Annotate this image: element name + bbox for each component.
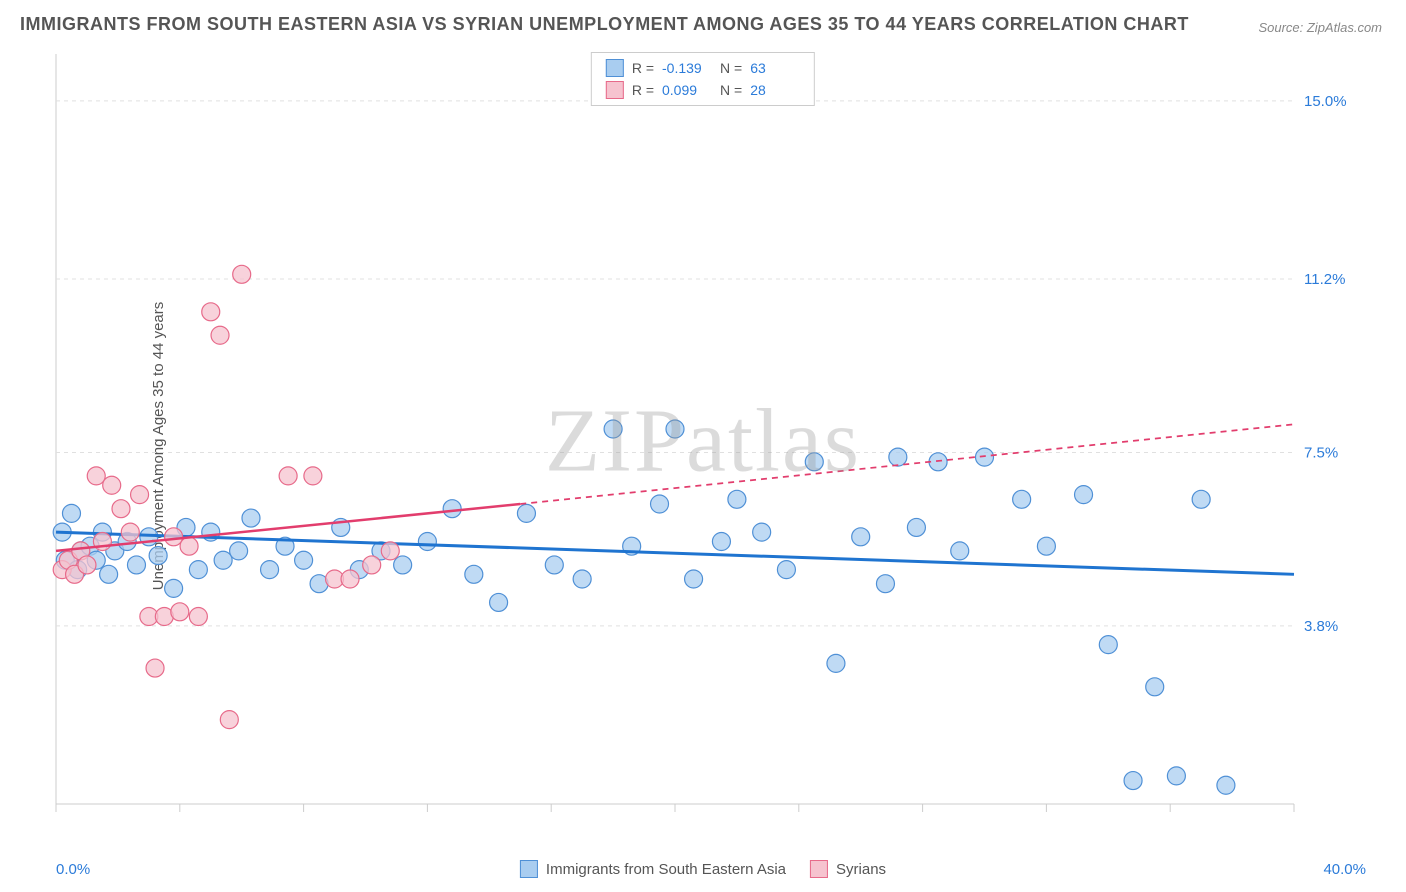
data-point bbox=[171, 603, 189, 621]
legend-label: Immigrants from South Eastern Asia bbox=[546, 861, 786, 878]
data-point bbox=[517, 504, 535, 522]
data-point bbox=[131, 486, 149, 504]
trend-line-extrapolated bbox=[520, 424, 1294, 504]
data-point bbox=[951, 542, 969, 560]
data-point bbox=[1192, 490, 1210, 508]
data-point bbox=[418, 533, 436, 551]
r-label: R = bbox=[632, 60, 654, 76]
data-point bbox=[1124, 772, 1142, 790]
data-point bbox=[261, 561, 279, 579]
scatter-plot: 3.8% 7.5% 11.2% 15.0% bbox=[50, 48, 1350, 828]
data-point bbox=[233, 265, 251, 283]
data-point bbox=[465, 565, 483, 583]
data-point bbox=[889, 448, 907, 466]
legend-item: Immigrants from South Eastern Asia bbox=[520, 860, 786, 878]
n-label: N = bbox=[720, 82, 742, 98]
data-point bbox=[753, 523, 771, 541]
data-point bbox=[100, 565, 118, 583]
data-point bbox=[712, 533, 730, 551]
legend-label: Syrians bbox=[836, 861, 886, 878]
data-point bbox=[220, 711, 238, 729]
r-label: R = bbox=[632, 82, 654, 98]
y-tick-label: 7.5% bbox=[1304, 444, 1338, 461]
data-point bbox=[394, 556, 412, 574]
data-point bbox=[279, 467, 297, 485]
data-point bbox=[777, 561, 795, 579]
data-point bbox=[443, 500, 461, 518]
data-point bbox=[907, 518, 925, 536]
source-attribution: Source: ZipAtlas.com bbox=[1258, 20, 1382, 35]
n-label: N = bbox=[720, 60, 742, 76]
legend-swatch bbox=[606, 81, 624, 99]
data-point bbox=[728, 490, 746, 508]
legend-swatch bbox=[810, 860, 828, 878]
data-point bbox=[666, 420, 684, 438]
data-point bbox=[180, 537, 198, 555]
data-point bbox=[1099, 636, 1117, 654]
data-point bbox=[490, 593, 508, 611]
data-point bbox=[1075, 486, 1093, 504]
data-point bbox=[381, 542, 399, 560]
data-point bbox=[341, 570, 359, 588]
data-point bbox=[876, 575, 894, 593]
data-point bbox=[242, 509, 260, 527]
data-point bbox=[573, 570, 591, 588]
legend-swatch bbox=[520, 860, 538, 878]
legend-item: Syrians bbox=[810, 860, 886, 878]
data-point bbox=[805, 453, 823, 471]
y-tick-label: 15.0% bbox=[1304, 93, 1347, 110]
legend-row: R = -0.139 N = 63 bbox=[592, 57, 814, 79]
data-point bbox=[230, 542, 248, 560]
data-point bbox=[189, 608, 207, 626]
n-value: 28 bbox=[750, 82, 800, 98]
data-point bbox=[363, 556, 381, 574]
n-value: 63 bbox=[750, 60, 800, 76]
data-point bbox=[976, 448, 994, 466]
y-tick-label: 3.8% bbox=[1304, 618, 1338, 635]
data-point bbox=[62, 504, 80, 522]
legend-swatch bbox=[606, 59, 624, 77]
data-point bbox=[214, 551, 232, 569]
data-point bbox=[87, 467, 105, 485]
data-point bbox=[304, 467, 322, 485]
data-point bbox=[211, 326, 229, 344]
correlation-legend: R = -0.139 N = 63 R = 0.099 N = 28 bbox=[591, 52, 815, 106]
x-axis-min-label: 0.0% bbox=[56, 861, 90, 878]
data-point bbox=[545, 556, 563, 574]
data-point bbox=[685, 570, 703, 588]
data-point bbox=[1146, 678, 1164, 696]
data-point bbox=[165, 528, 183, 546]
data-point bbox=[127, 556, 145, 574]
data-point bbox=[1217, 776, 1235, 794]
r-value: -0.139 bbox=[662, 60, 712, 76]
data-point bbox=[78, 556, 96, 574]
data-point bbox=[1167, 767, 1185, 785]
legend-row: R = 0.099 N = 28 bbox=[592, 79, 814, 101]
x-axis-max-label: 40.0% bbox=[1323, 861, 1366, 878]
data-point bbox=[112, 500, 130, 518]
data-point bbox=[189, 561, 207, 579]
series-legend: Immigrants from South Eastern Asia Syrian… bbox=[520, 860, 886, 878]
data-point bbox=[852, 528, 870, 546]
chart-title: IMMIGRANTS FROM SOUTH EASTERN ASIA VS SY… bbox=[20, 14, 1189, 35]
data-point bbox=[1013, 490, 1031, 508]
data-point bbox=[146, 659, 164, 677]
data-point bbox=[149, 547, 167, 565]
data-point bbox=[827, 654, 845, 672]
data-point bbox=[202, 303, 220, 321]
data-point bbox=[604, 420, 622, 438]
data-point bbox=[103, 476, 121, 494]
data-point bbox=[1037, 537, 1055, 555]
data-point bbox=[165, 579, 183, 597]
data-point bbox=[121, 523, 139, 541]
data-point bbox=[651, 495, 669, 513]
y-tick-label: 11.2% bbox=[1304, 271, 1345, 288]
data-point bbox=[295, 551, 313, 569]
r-value: 0.099 bbox=[662, 82, 712, 98]
